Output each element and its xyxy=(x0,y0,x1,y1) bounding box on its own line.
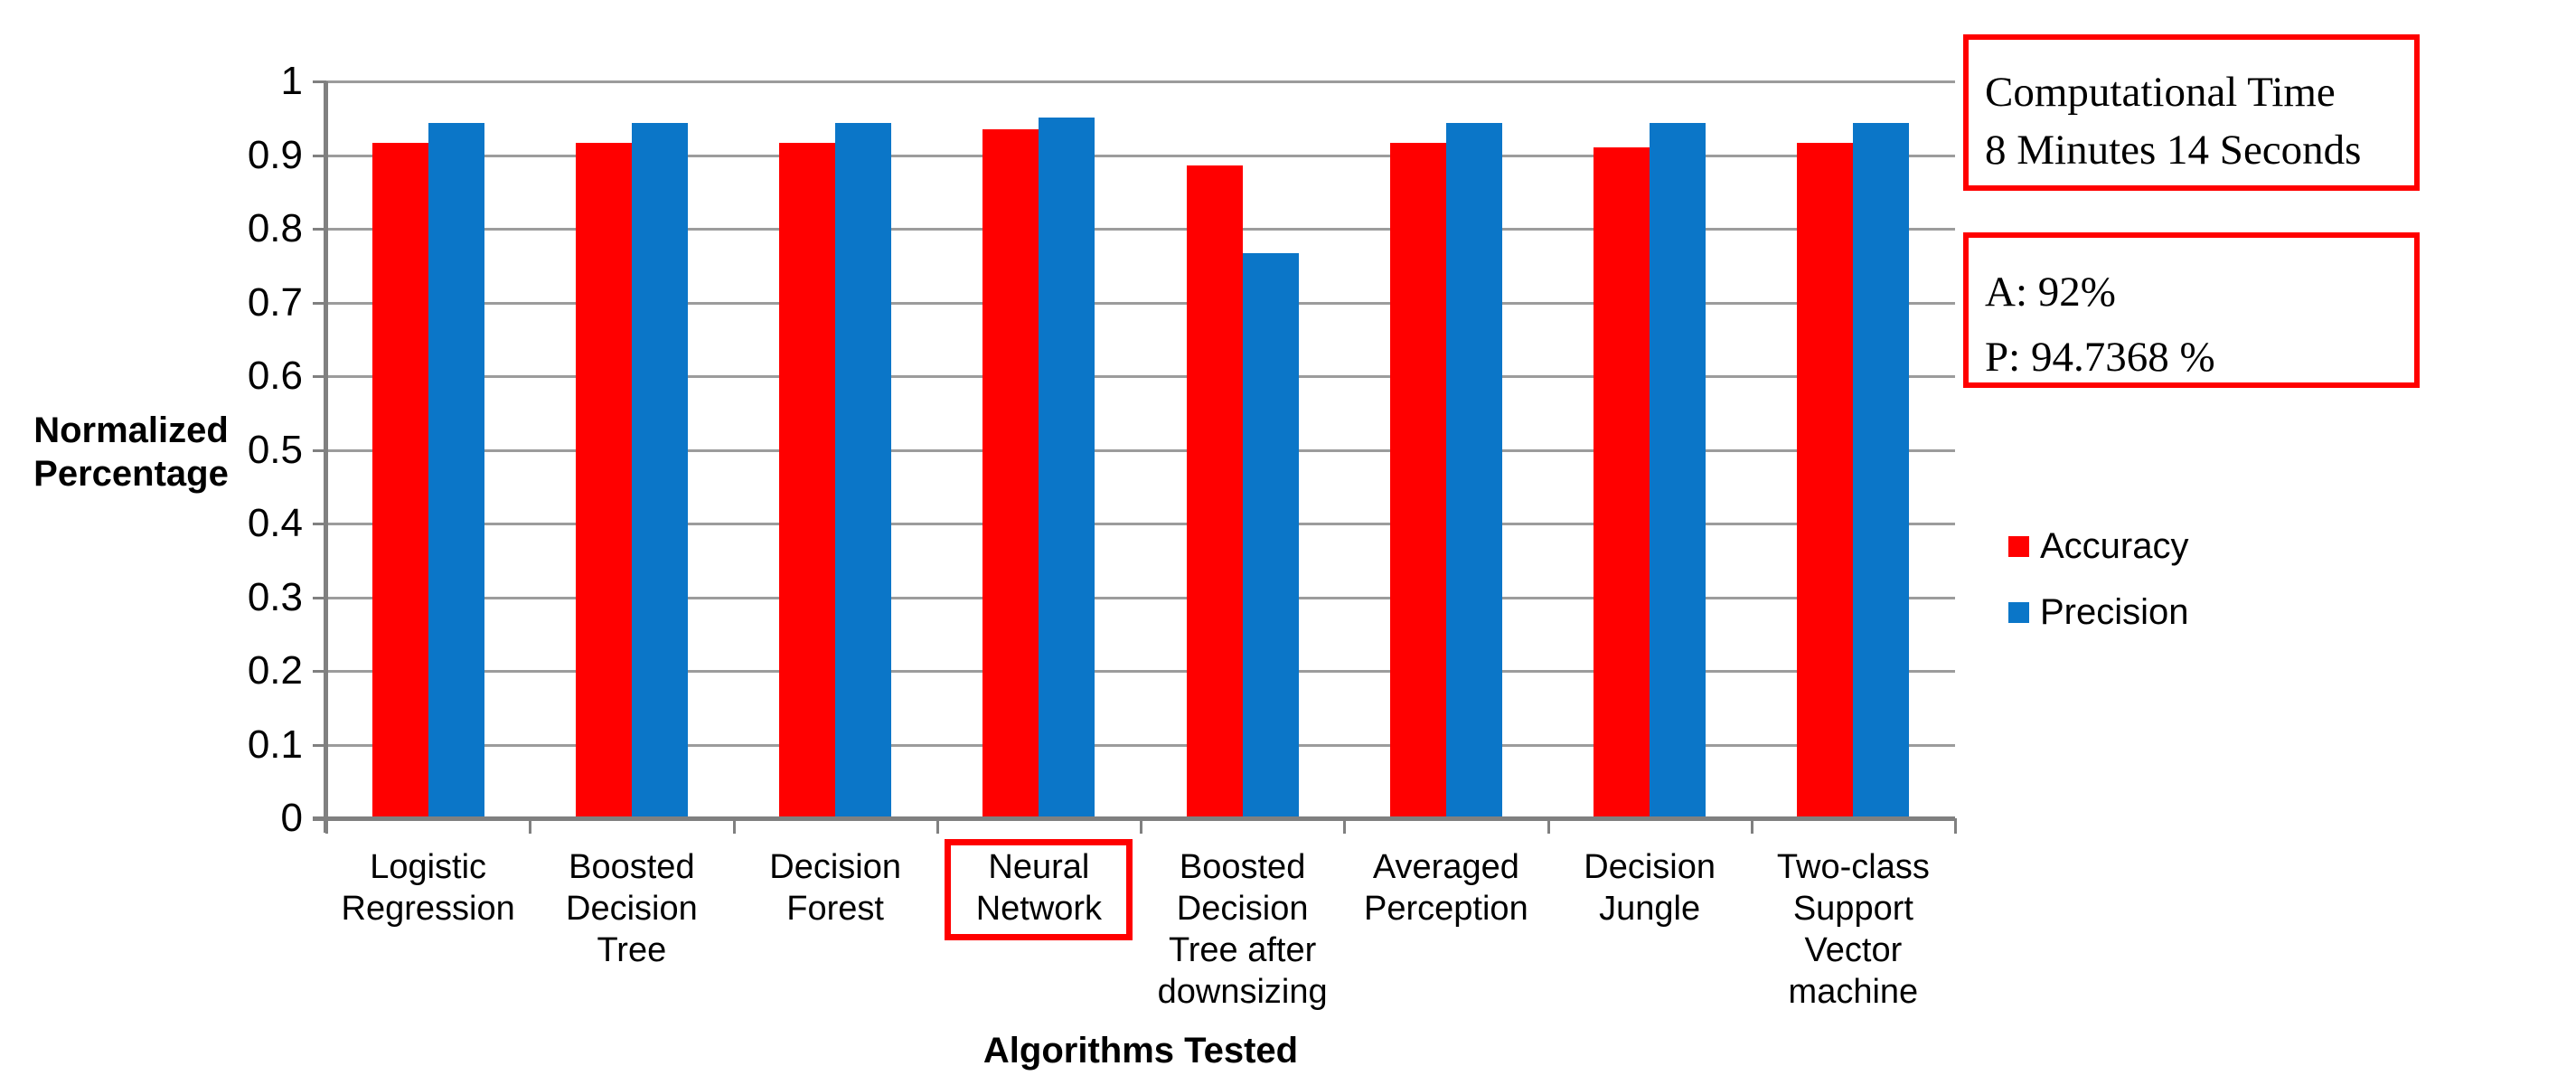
bar-accuracy-6 xyxy=(1594,147,1650,818)
y-axis-tick xyxy=(313,523,326,525)
accuracy-swatch-icon xyxy=(2008,535,2029,557)
x-axis-tick xyxy=(1343,818,1347,834)
bar-precision-2 xyxy=(835,123,892,818)
y-tick-label: 0.3 xyxy=(247,574,303,619)
gridline xyxy=(326,154,1955,157)
legend-entry-accuracy: Accuracy xyxy=(2008,524,2189,568)
y-axis-tick xyxy=(313,301,326,305)
gridline xyxy=(326,448,1955,452)
bar-precision-7 xyxy=(1853,123,1910,818)
bar-precision-1 xyxy=(631,123,688,818)
y-tick-label: 1 xyxy=(280,59,303,103)
x-axis-tick xyxy=(732,818,736,834)
y-axis-tick xyxy=(313,228,326,231)
y-axis-tick xyxy=(313,80,326,83)
gridline xyxy=(326,670,1955,673)
y-axis-title: Normalized Percentage xyxy=(33,410,229,494)
gridline xyxy=(326,80,1955,83)
y-axis-tick xyxy=(313,743,326,747)
y-tick-label: 0.1 xyxy=(247,722,303,767)
bar-accuracy-1 xyxy=(575,143,632,818)
y-tick-label: 0.5 xyxy=(247,427,303,472)
category-label-0: Logistic Regression xyxy=(341,848,515,928)
x-axis-title: Algorithms Tested xyxy=(982,1031,1299,1071)
x-axis-tick xyxy=(1547,818,1550,834)
y-axis-line xyxy=(324,81,328,833)
gridline xyxy=(326,301,1955,305)
y-tick-label: 0.8 xyxy=(247,206,303,250)
y-axis-tick xyxy=(313,596,326,599)
y-axis-tick xyxy=(313,375,326,378)
category-label-7: Two-class Support Vector machine xyxy=(1776,848,1930,1011)
bar-precision-3 xyxy=(1039,118,1095,818)
category-label-4: Boosted Decision Tree after downsizing xyxy=(1157,848,1328,1011)
gridline xyxy=(326,523,1955,525)
x-axis-tick xyxy=(1750,818,1753,834)
y-tick-label: 0.6 xyxy=(247,354,303,398)
x-axis-tick xyxy=(1140,818,1142,834)
x-axis-tick xyxy=(935,818,939,834)
gridline xyxy=(326,596,1955,599)
bar-accuracy-5 xyxy=(1389,143,1446,818)
gridline xyxy=(326,375,1955,378)
computational-time-line1: Computational Time xyxy=(1985,69,2336,116)
bar-accuracy-4 xyxy=(1186,165,1243,818)
computational-time-line2: 8 Minutes 14 Seconds xyxy=(1985,127,2362,174)
gridline xyxy=(326,743,1955,747)
category-label-2: Decision Forest xyxy=(769,848,901,928)
legend-entry-precision: Precision xyxy=(2008,590,2189,634)
y-tick-label: 0.9 xyxy=(247,132,303,177)
category-label-1: Boosted Decision Tree xyxy=(566,848,698,969)
gridline xyxy=(326,228,1955,231)
bar-precision-0 xyxy=(428,123,484,818)
y-tick-label: 0 xyxy=(280,796,303,840)
y-axis-tick xyxy=(313,154,326,157)
legend: Accuracy Precision xyxy=(2008,524,2189,656)
highlight-box-neural-network xyxy=(945,839,1133,940)
y-axis-tick xyxy=(313,670,326,673)
bar-accuracy-2 xyxy=(779,143,836,818)
category-label-3: Neural Network xyxy=(975,848,1103,928)
metrics-box: A: 92% P: 94.7368 % xyxy=(1963,232,2420,388)
legend-precision-label: Precision xyxy=(2040,592,2189,632)
x-axis-tick xyxy=(529,818,532,834)
legend-accuracy-label: Accuracy xyxy=(2040,526,2189,566)
y-axis-tick xyxy=(313,448,326,452)
metrics-precision-line: P: 94.7368 % xyxy=(1985,334,2215,381)
category-label-5: Averaged Perception xyxy=(1364,848,1528,928)
bar-precision-5 xyxy=(1445,123,1502,818)
metrics-accuracy-line: A: 92% xyxy=(1985,269,2116,316)
bar-precision-6 xyxy=(1650,123,1706,818)
bar-precision-4 xyxy=(1242,253,1299,818)
category-label-6: Decision Jungle xyxy=(1584,848,1716,928)
y-tick-label: 0.7 xyxy=(247,279,303,325)
x-axis-tick xyxy=(1954,818,1957,834)
bar-accuracy-0 xyxy=(371,143,428,818)
precision-swatch-icon xyxy=(2008,601,2029,623)
computational-time-box: Computational Time 8 Minutes 14 Seconds xyxy=(1963,34,2420,191)
y-tick-label: 0.2 xyxy=(247,648,303,693)
x-axis-line xyxy=(313,816,1955,821)
bar-accuracy-3 xyxy=(982,129,1039,818)
bar-accuracy-7 xyxy=(1797,143,1854,818)
y-tick-label: 0.4 xyxy=(247,501,303,545)
